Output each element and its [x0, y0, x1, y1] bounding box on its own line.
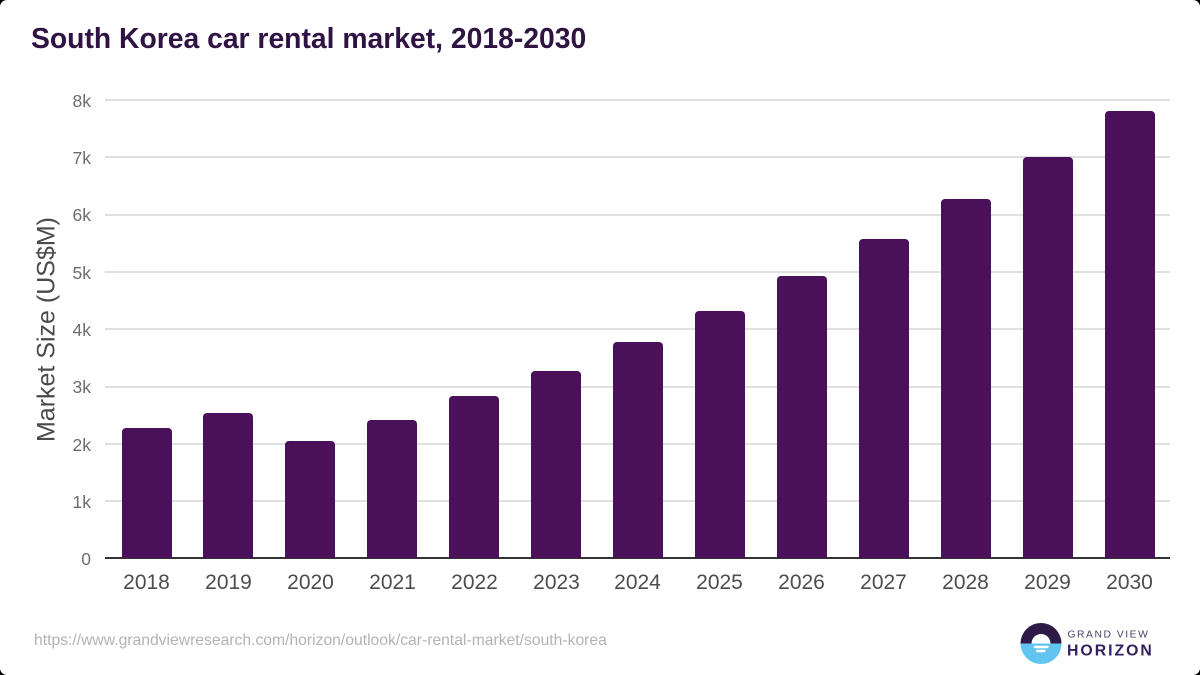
- svg-text:HORIZON: HORIZON: [1067, 642, 1154, 659]
- svg-text:GRAND VIEW: GRAND VIEW: [1068, 629, 1150, 640]
